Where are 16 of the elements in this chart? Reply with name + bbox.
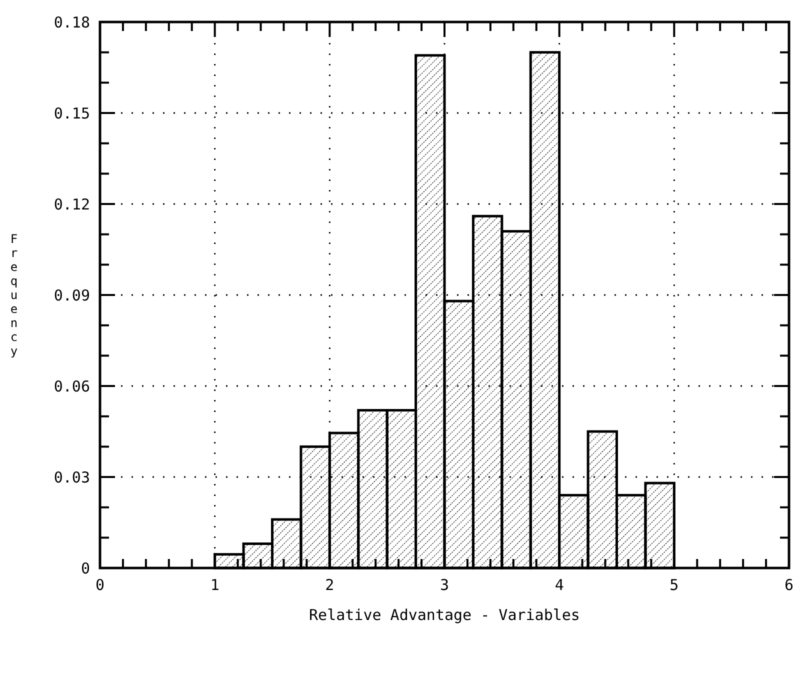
x-tick-label: 2 xyxy=(325,576,334,594)
y-tick-label: 0.12 xyxy=(54,195,90,214)
y-tick-label: 0.09 xyxy=(54,286,90,304)
y-axis-title: Frequency xyxy=(7,232,21,358)
x-axis-title: Relative Advantage - Variables xyxy=(309,606,580,624)
y-tick-label: 0 xyxy=(80,559,90,578)
x-tick-label: 1 xyxy=(210,576,220,594)
y-tick-label: 0.03 xyxy=(54,468,90,486)
x-tick-label: 5 xyxy=(670,576,679,594)
x-tick-label: 4 xyxy=(554,576,564,594)
y-tick-label: 0.06 xyxy=(54,377,90,396)
x-tick-label: 6 xyxy=(784,576,794,594)
y-tick-label: 0.15 xyxy=(54,104,90,122)
x-tick-label: 3 xyxy=(440,576,450,594)
y-tick-label: 0.18 xyxy=(54,13,90,32)
x-tick-label: 0 xyxy=(95,576,105,594)
